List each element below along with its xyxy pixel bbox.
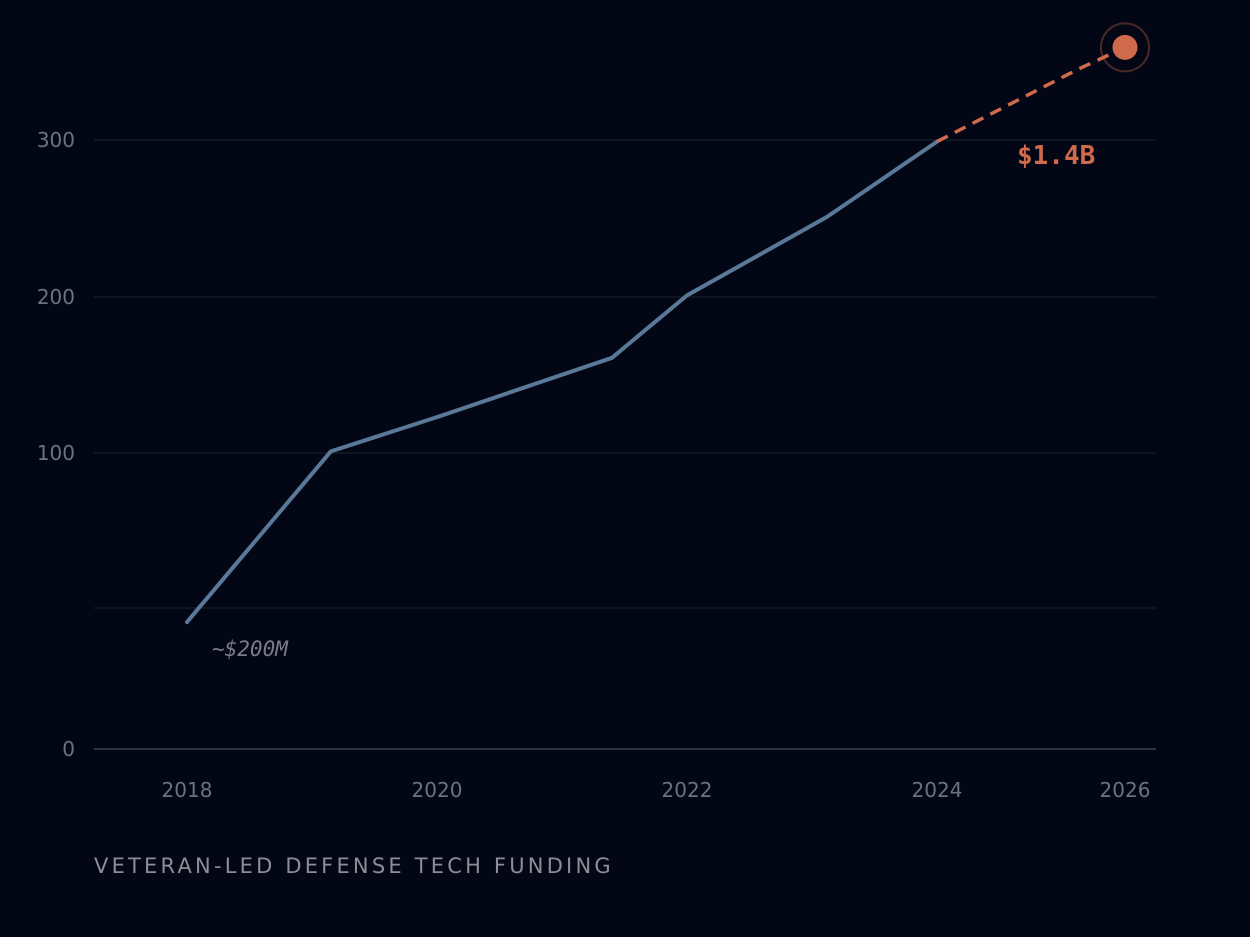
y-tick-0: 0 — [62, 737, 75, 761]
label-layer: ~$200M $1.4B — [212, 141, 1095, 661]
y-tick-100: 100 — [37, 441, 75, 465]
x-tick-2018: 2018 — [162, 778, 213, 802]
grid-layer — [94, 139, 1156, 750]
x-tick-2026: 2026 — [1100, 778, 1151, 802]
y-tick-300: 300 — [37, 128, 75, 152]
y-tick-200: 200 — [37, 285, 75, 309]
start-value-label: ~$200M — [212, 637, 289, 661]
x-tick-2022: 2022 — [662, 778, 713, 802]
tick-layer: 0 100 200 300 2018 2020 2022 2024 2026 — [37, 128, 1151, 802]
series-layer — [185, 45, 1126, 625]
end-point-halo — [1100, 22, 1150, 73]
series-actual-line — [185, 139, 939, 625]
x-tick-2020: 2020 — [412, 778, 463, 802]
chart-title: VETERAN-LED DEFENSE TECH FUNDING — [94, 854, 614, 878]
end-point-marker — [1112, 34, 1138, 60]
end-value-label: $1.4B — [1017, 141, 1095, 171]
marker-layer — [1100, 22, 1150, 73]
series-projected-line — [936, 45, 1126, 144]
x-tick-2024: 2024 — [912, 778, 963, 802]
